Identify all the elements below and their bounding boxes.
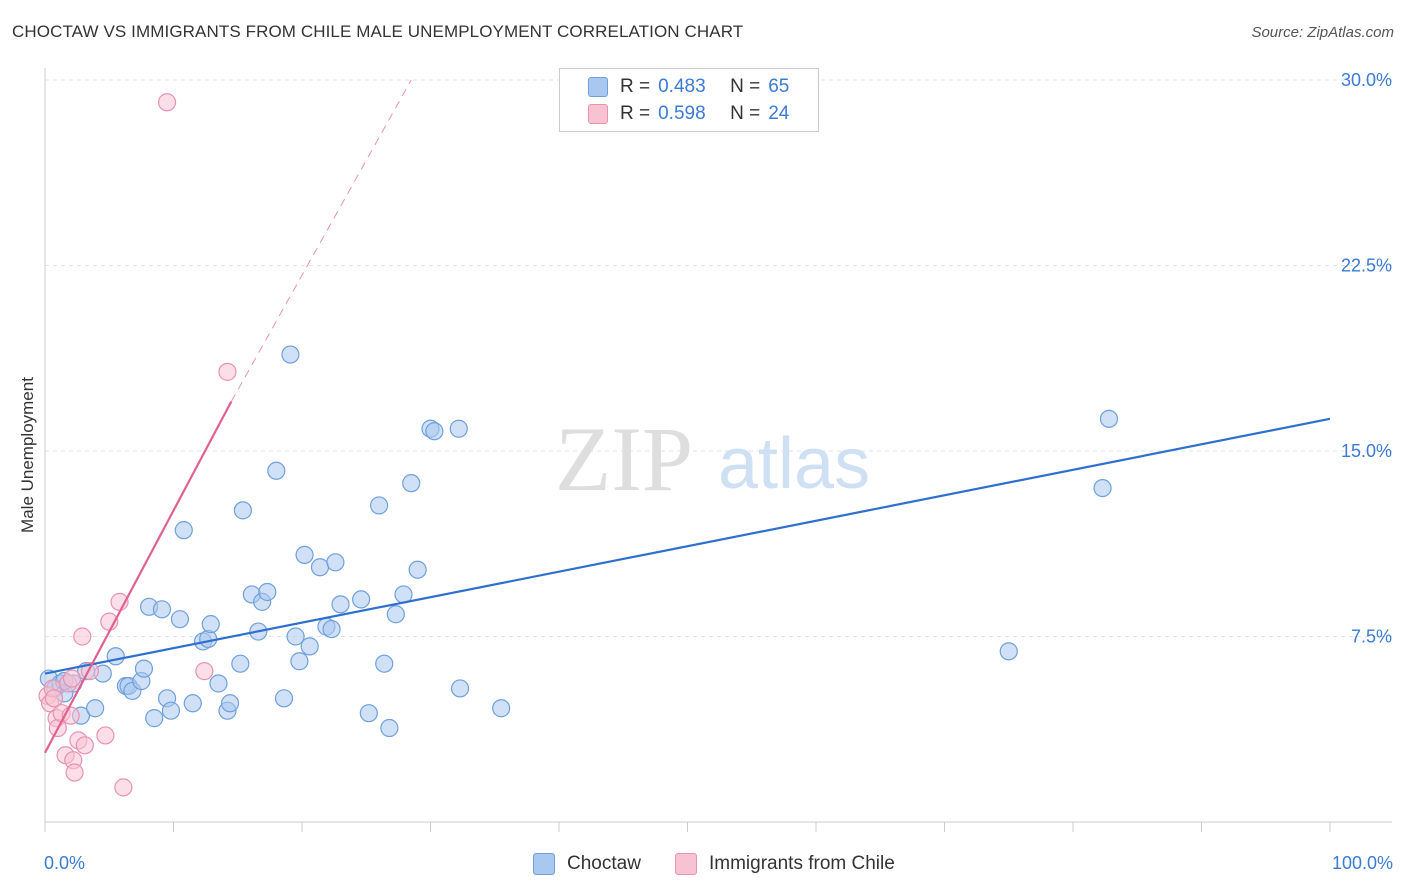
chile-point <box>62 669 82 688</box>
choctaw-point <box>380 718 399 738</box>
choctaw-point <box>233 501 252 520</box>
chile-trend-line <box>44 401 233 754</box>
data-points <box>38 93 1119 797</box>
choctaw-point <box>359 704 378 723</box>
choctaw-point <box>274 689 294 708</box>
choctaw-point <box>290 652 309 671</box>
choctaw-point <box>201 615 220 634</box>
choctaw-point <box>106 647 125 666</box>
choctaw-point <box>492 699 511 718</box>
legend-box: R = 0.483 N = 65 R = 0.598 N = 24 <box>559 68 819 132</box>
choctaw-point <box>161 701 181 720</box>
bottom-legend-label-choctaw: Choctaw <box>567 853 641 874</box>
source-label: Source: ZipAtlas.com <box>1251 24 1394 41</box>
choctaw-point <box>286 627 305 646</box>
choctaw-point <box>425 422 444 441</box>
bottom-legend-chile: Immigrants from Chile <box>675 852 895 876</box>
legend-swatch-chile <box>588 104 608 124</box>
x-tick-label: 0.0% <box>44 853 85 873</box>
choctaw-point <box>450 679 470 698</box>
chile-point <box>75 736 94 755</box>
choctaw-point <box>999 642 1018 661</box>
chile-point <box>195 662 214 681</box>
legend-n-value: 24 <box>768 103 790 124</box>
choctaw-point <box>1093 479 1112 498</box>
legend-r-label: R = <box>620 103 651 124</box>
choctaw-point <box>170 610 190 629</box>
choctaw-point <box>300 637 319 656</box>
chile-point <box>218 362 237 381</box>
x-tick-label: 100.0% <box>1332 853 1393 873</box>
y-tick-label: 15.0% <box>1341 441 1392 461</box>
choctaw-trend-line <box>44 417 1331 675</box>
choctaw-point <box>267 461 286 480</box>
bottom-legend-label-chile: Immigrants from Chile <box>709 853 895 874</box>
choctaw-point <box>152 600 172 619</box>
choctaw-point <box>326 553 345 572</box>
y-tick-label: 7.5% <box>1351 627 1392 647</box>
choctaw-point <box>331 595 350 614</box>
choctaw-point <box>1099 409 1119 428</box>
choctaw-point <box>375 654 394 673</box>
choctaw-point <box>310 558 330 577</box>
choctaw-point <box>183 694 202 713</box>
choctaw-point <box>258 582 277 602</box>
choctaw-point <box>209 674 228 693</box>
choctaw-point <box>281 345 300 364</box>
choctaw-point <box>322 619 341 639</box>
trend-lines <box>44 79 1331 754</box>
chart-title: CHOCTAW VS IMMIGRANTS FROM CHILE MALE UN… <box>12 22 744 41</box>
legend-swatch-choctaw <box>588 77 608 97</box>
legend-n-label: N = <box>730 103 761 124</box>
chile-point <box>65 763 84 782</box>
y-tick-label: 30.0% <box>1341 70 1392 90</box>
grid-lines <box>45 79 1392 637</box>
chile-point <box>157 93 177 112</box>
bottom-legend-swatch-chile <box>675 853 697 875</box>
choctaw-point <box>370 496 389 515</box>
bottom-legend-choctaw: Choctaw <box>533 852 641 876</box>
choctaw-point <box>134 659 154 678</box>
choctaw-point <box>295 545 314 564</box>
watermark-atlas: atlas <box>718 424 870 504</box>
choctaw-point <box>386 605 405 624</box>
choctaw-point <box>174 521 193 540</box>
legend-n-label: N = <box>730 76 761 97</box>
legend-r-value: 0.598 <box>658 103 706 124</box>
chile-point <box>96 726 115 745</box>
legend-r-value: 0.483 <box>658 76 706 97</box>
choctaw-point <box>145 709 164 728</box>
choctaw-point <box>231 654 250 673</box>
legend-r-label: R = <box>620 76 651 97</box>
chile-point <box>44 689 64 708</box>
choctaw-point <box>220 694 240 713</box>
choctaw-point <box>352 590 371 609</box>
tick-labels: 7.5% 15.0% 22.5% 30.0% 0.0% 100.0% <box>44 70 1393 873</box>
choctaw-point <box>408 560 427 579</box>
y-tick-label: 22.5% <box>1341 256 1392 276</box>
legend-n-value: 65 <box>768 76 790 97</box>
choctaw-point <box>86 699 105 718</box>
choctaw-point <box>402 474 421 493</box>
choctaw-point <box>449 419 468 438</box>
watermark-zip: ZIP <box>555 408 693 510</box>
legend-row-choctaw: R = 0.483 N = 65 <box>588 74 789 100</box>
chile-point <box>73 627 92 646</box>
bottom-legend-swatch-choctaw <box>533 853 555 875</box>
chile-point <box>114 778 133 797</box>
legend-row-chile: R = 0.598 N = 24 <box>588 101 789 127</box>
watermark: ZIP atlas <box>555 408 870 510</box>
chile-trend-extension <box>230 79 412 402</box>
